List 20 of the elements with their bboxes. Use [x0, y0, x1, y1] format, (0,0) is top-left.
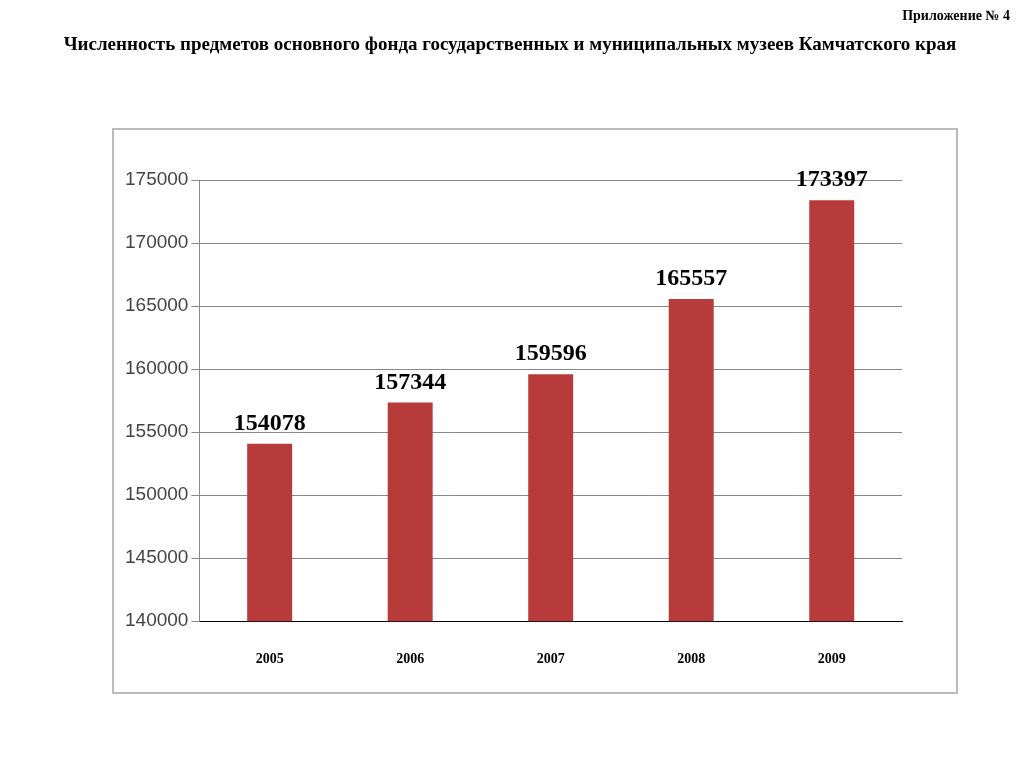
- data-label: 159596: [514, 339, 587, 366]
- text: Приложение № 4: [902, 8, 1010, 24]
- x-tick-label: 2009: [817, 651, 846, 667]
- data-label: 154078: [233, 408, 306, 435]
- x-tick-label: 2006: [396, 651, 425, 667]
- x-tick-label: 2005: [255, 651, 284, 667]
- y-tick-label: 155000: [125, 420, 189, 442]
- y-tick-label: 150000: [125, 483, 189, 505]
- y-tick-label: 165000: [125, 294, 189, 316]
- x-tick-label: 2007: [536, 651, 565, 667]
- data-label: 173397: [795, 165, 868, 192]
- data-label: 165557: [655, 264, 728, 291]
- y-tick-label: 140000: [125, 609, 189, 631]
- y-tick-label: 160000: [125, 357, 189, 379]
- y-tick-label: 170000: [125, 231, 189, 253]
- chart-title: Численность предметов основного фонда государственных и муниципальных музеев Камчатского края: [62, 32, 958, 56]
- data-label: 157344: [374, 367, 447, 394]
- y-tick-label: 145000: [125, 546, 189, 568]
- y-tick-label: 175000: [125, 168, 189, 190]
- x-tick-label: 2008: [677, 651, 706, 667]
